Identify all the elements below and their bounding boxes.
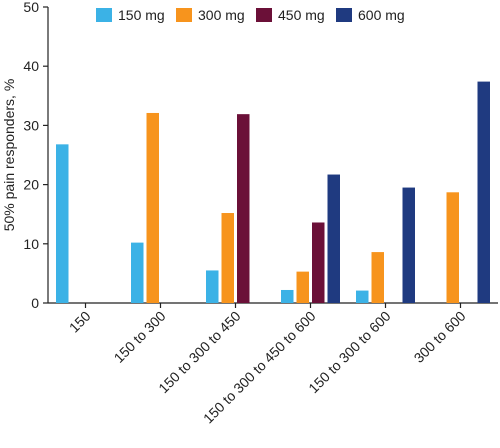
y-tick-label: 40: [23, 58, 39, 74]
bar: [477, 81, 490, 303]
x-tick-label: 150 to 300 to 600: [305, 308, 394, 397]
bar: [296, 271, 309, 303]
bar: [371, 252, 384, 303]
legend-swatch: [176, 8, 192, 22]
y-tick-label: 50: [23, 0, 39, 15]
bar: [56, 144, 69, 303]
legend-swatch: [256, 8, 272, 22]
bar: [312, 222, 325, 303]
y-axis-label: 50% pain responders, %: [1, 79, 17, 232]
bar: [237, 114, 250, 303]
bar: [206, 270, 219, 303]
bar: [131, 242, 144, 303]
legend-label: 450 mg: [278, 7, 325, 23]
x-tick-label: 150 to 300: [111, 308, 169, 366]
legend-label: 300 mg: [198, 7, 245, 23]
legend-label: 600 mg: [358, 7, 405, 23]
legend-swatch: [336, 8, 352, 22]
x-tick-label: 150: [66, 308, 94, 336]
bar: [327, 174, 340, 303]
legend-swatch: [96, 8, 112, 22]
legend-label: 150 mg: [118, 7, 165, 23]
bar: [221, 213, 234, 303]
bar: [402, 187, 415, 303]
y-tick-label: 10: [23, 236, 39, 252]
x-tick-label: 300 to 600: [411, 308, 469, 366]
bar: [146, 112, 159, 303]
bar: [446, 192, 459, 303]
y-tick-label: 0: [31, 295, 39, 311]
y-tick-label: 30: [23, 117, 39, 133]
bar: [356, 290, 369, 303]
y-tick-label: 20: [23, 177, 39, 193]
x-tick-label: 150 to 300 to 450: [155, 308, 244, 397]
bar: [281, 289, 294, 303]
